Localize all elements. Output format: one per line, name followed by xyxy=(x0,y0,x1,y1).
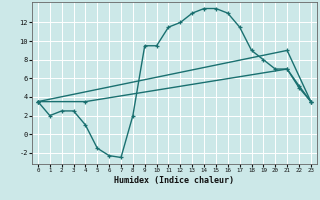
X-axis label: Humidex (Indice chaleur): Humidex (Indice chaleur) xyxy=(115,176,234,185)
